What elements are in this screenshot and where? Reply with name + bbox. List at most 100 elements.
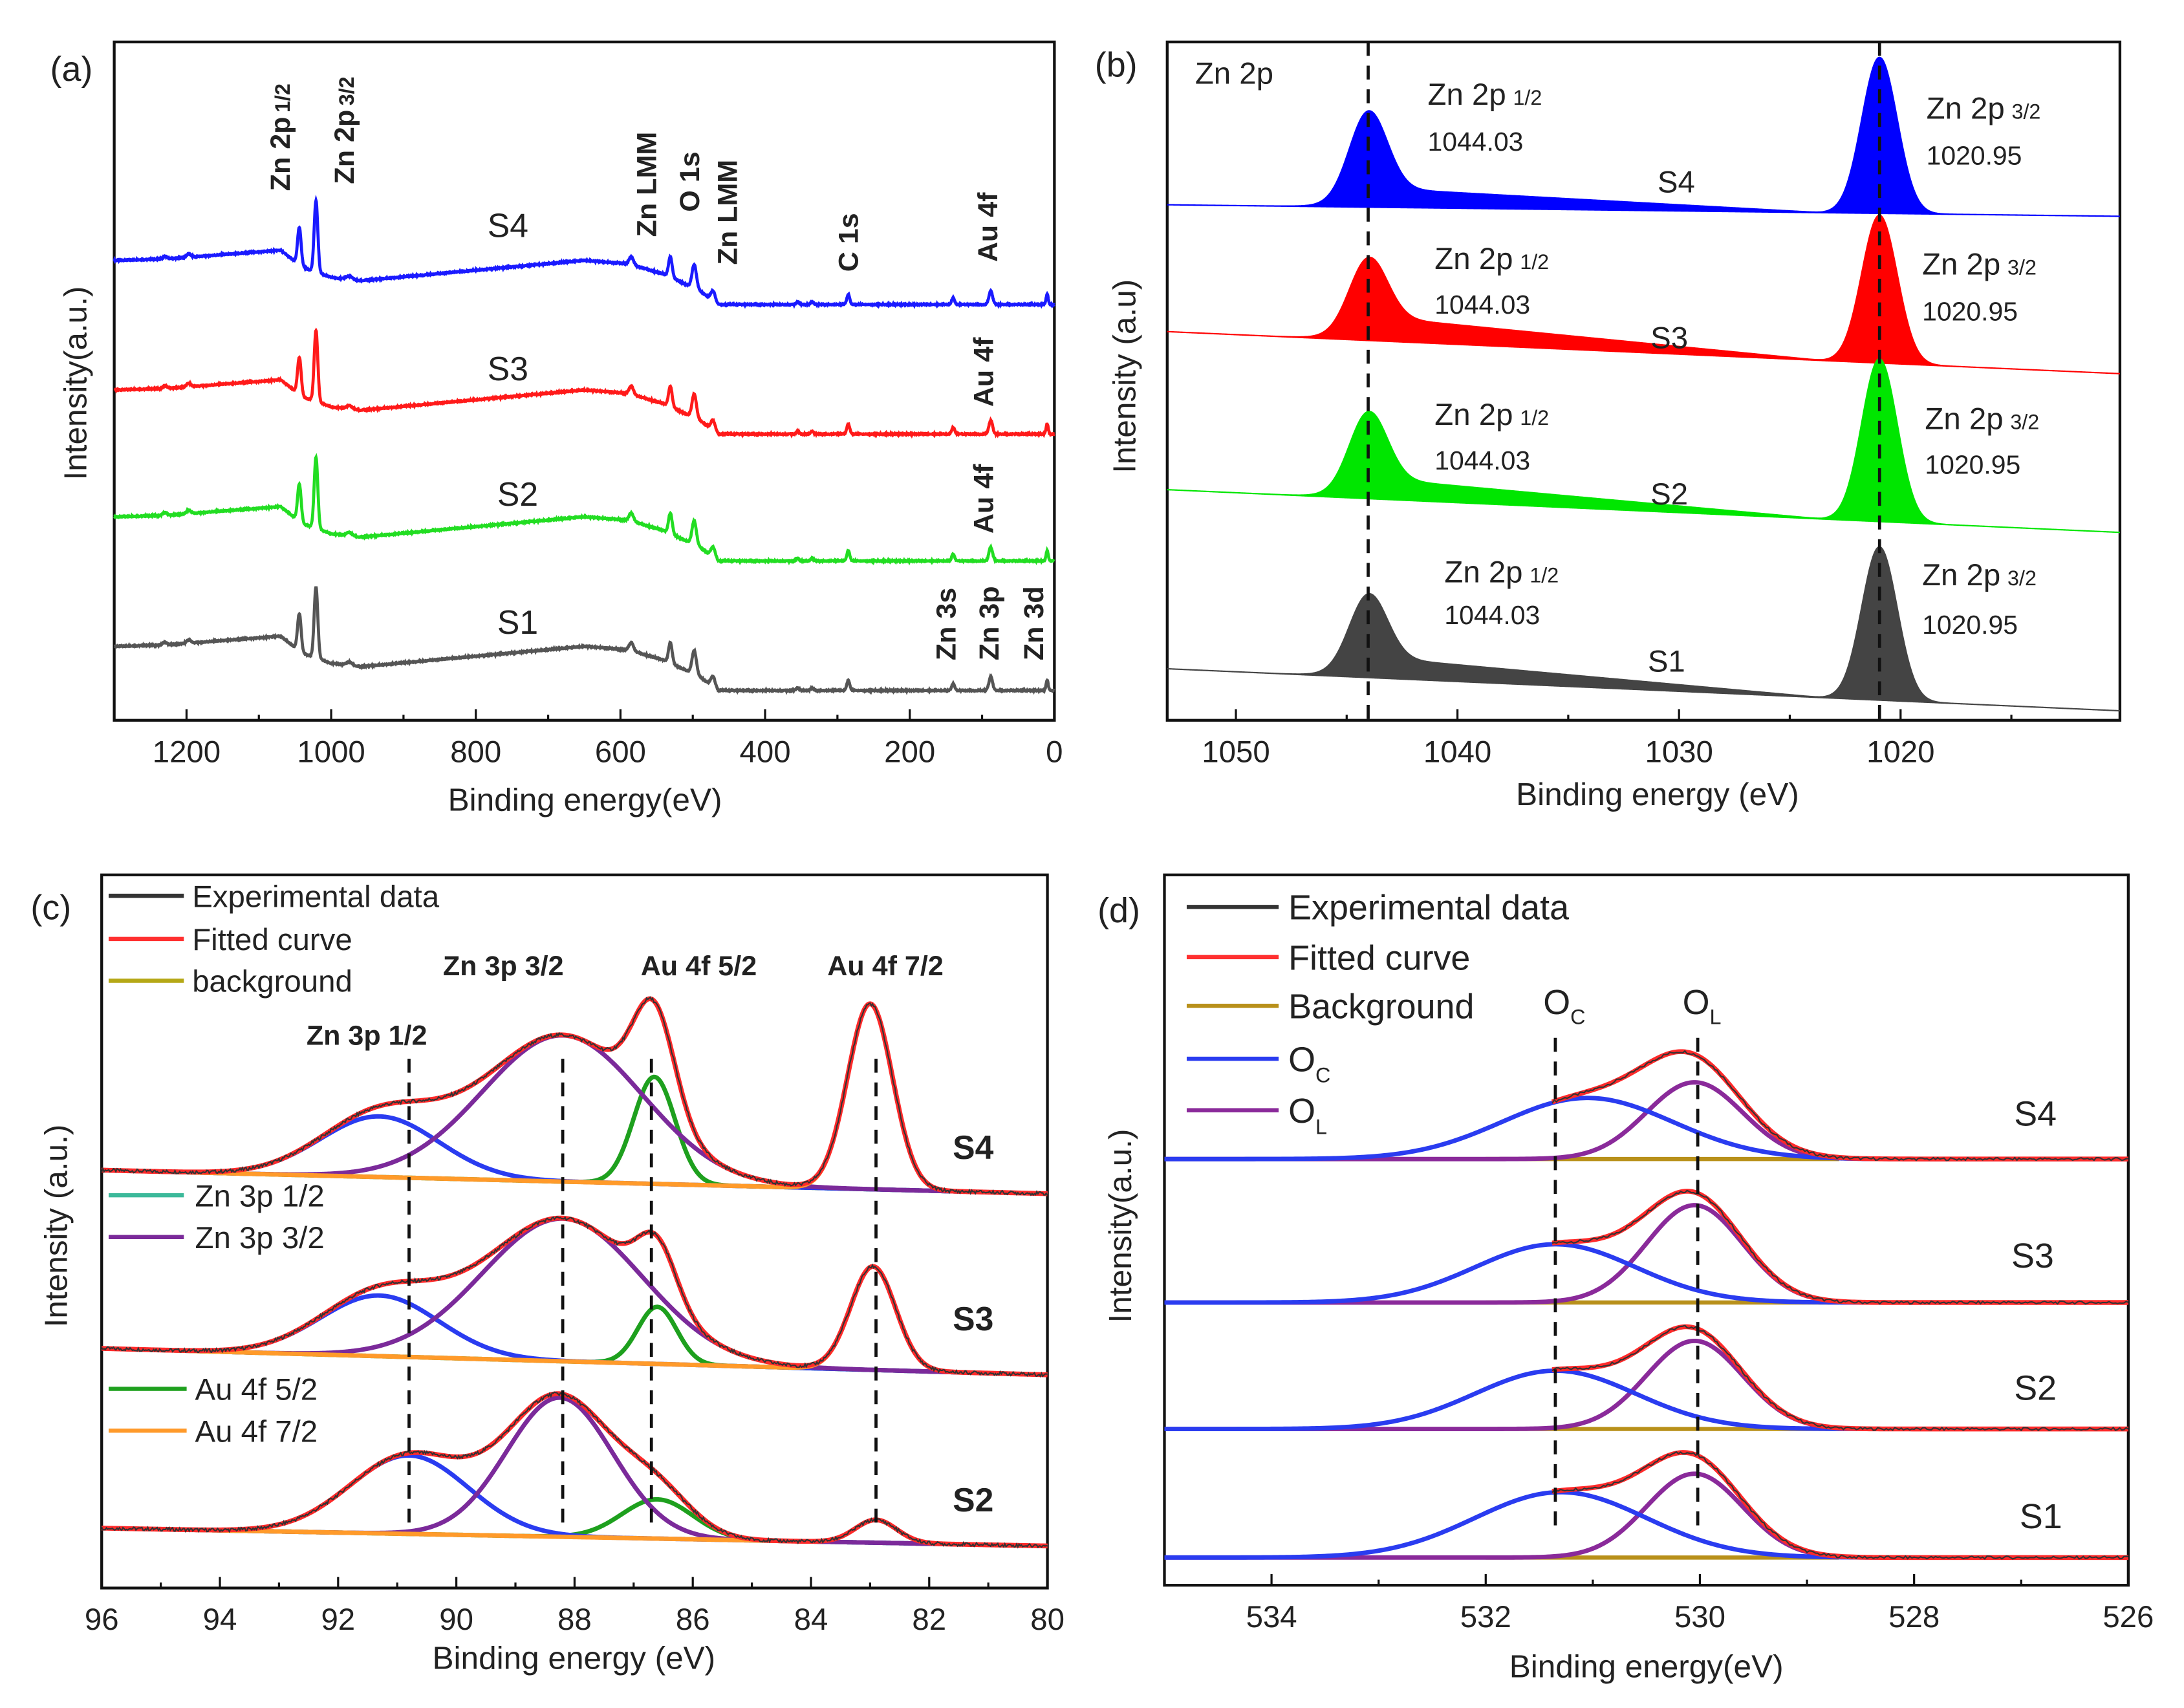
series-label-s4: S4 [1658, 165, 1695, 199]
x-tick-label: 90 [439, 1603, 473, 1637]
panel-b: (b) 1050 1040 1030 1020 Zn 2p Binding energ… [1095, 40, 2122, 812]
legend-label: Fitted curve [1288, 938, 1470, 977]
x-tick-label: 526 [2103, 1600, 2154, 1634]
x-tick-label: 94 [203, 1603, 237, 1637]
annotation-zn3d: Zn 3d [1019, 586, 1050, 660]
peak-label-zn2p12-s4: Zn 2p 1/2 [1428, 78, 1542, 112]
x-tick-label: 0 [1046, 735, 1063, 769]
x-tick-label: 1030 [1645, 735, 1713, 769]
legend-item-au4f72: Au 4f 7/2 [108, 1414, 318, 1449]
x-tick-label: 80 [1030, 1603, 1065, 1637]
peak-value-zn2p12-s4: 1044.03 [1428, 127, 1524, 157]
legend-label: OC [1288, 1040, 1330, 1086]
plot-frame [1165, 40, 2122, 722]
annotation-o1s: O 1s [675, 151, 706, 211]
annotation-zn2p32: Zn 2p3/2 [329, 76, 360, 184]
legend-item-background: background [108, 965, 352, 999]
x-tick-label: 84 [794, 1603, 828, 1637]
peak-label-au4f52: Au 4f 5/2 [641, 951, 757, 982]
series-label-s1: S1 [2020, 1497, 2062, 1536]
component-oc-s1 [1164, 1489, 2128, 1560]
panel-c-xlabel: Binding energy (eV) [433, 1640, 716, 1676]
legend-item-zn3p12: Zn 3p 1/2 [108, 1179, 325, 1213]
legend-label: Background [1288, 988, 1474, 1026]
series-label-s4: S4 [488, 206, 528, 244]
legend-label: Fitted curve [192, 923, 352, 957]
experimental-data-s3 [1552, 1189, 2129, 1305]
x-tick-label: 800 [450, 735, 501, 769]
panel-b-label: (b) [1095, 46, 1138, 85]
peak-value-zn2p12-s2: 1044.03 [1434, 446, 1530, 475]
legend-c-top: Experimental data Fitted curve backgroun… [108, 880, 440, 999]
peak-value-zn2p12-s1: 1044.03 [1444, 600, 1540, 630]
peak-label-zn2p12-s3: Zn 2p 1/2 [1434, 242, 1549, 276]
legend-c-middle: Zn 3p 1/2 Zn 3p 3/2 [108, 1179, 325, 1255]
spectrum-area-s2 [1167, 358, 2120, 534]
legend-item-experimental: Experimental data [1186, 889, 1569, 927]
x-tick-label: 86 [676, 1603, 710, 1637]
series-label-s3: S3 [953, 1300, 993, 1337]
spectrum-area-s1 [1167, 546, 2120, 712]
x-tick-label: 82 [912, 1603, 946, 1637]
x-tick-label: 400 [740, 735, 791, 769]
panel-c: (c) 96 94 92 90 88 86 84 82 80 Binding energy (e… [30, 873, 1065, 1676]
component-au4f72-s3 [102, 1264, 1048, 1378]
panel-c-label: (c) [30, 889, 71, 927]
component-oc-s3 [1164, 1242, 2128, 1305]
x-tick-label: 92 [321, 1603, 355, 1637]
legend-label: OL [1288, 1092, 1327, 1138]
plot-frame [1163, 873, 2130, 1587]
legend-d: Experimental data Fitted curve Backgroun… [1186, 889, 1569, 1138]
series-label-s4: S4 [2014, 1094, 2057, 1133]
x-tick-label: 532 [1460, 1600, 1511, 1634]
x-tick-label: 1020 [1866, 735, 1934, 769]
annotation-au4f-s4: Au 4f [973, 192, 1004, 262]
series-label-s2: S2 [497, 475, 538, 513]
legend-label: Zn 3p 3/2 [195, 1221, 325, 1255]
legend-item-fitted: Fitted curve [1186, 938, 1470, 977]
peak-value-zn2p12-s3: 1044.03 [1434, 290, 1530, 319]
spectrum-area-s4 [1167, 56, 2120, 217]
peak-label-au4f72: Au 4f 7/2 [827, 951, 943, 982]
peak-value-zn2p32-s3: 1020.95 [1922, 297, 2018, 327]
series-label-s3: S3 [1650, 321, 1688, 356]
component-au4f52-s3 [102, 1304, 1048, 1378]
legend-item-experimental: Experimental data [108, 880, 440, 914]
annotation-zn3p: Zn 3p [974, 586, 1005, 660]
panel-a-label: (a) [50, 50, 93, 89]
series-label-s1: S1 [497, 603, 538, 641]
legend-item-zn3p32: Zn 3p 3/2 [108, 1221, 325, 1255]
peak-label-zn3p32: Zn 3p 3/2 [443, 951, 564, 982]
panel-b-title: Zn 2p [1195, 57, 1273, 91]
legend-label: Experimental data [192, 880, 439, 914]
annotation-au4f-s3: Au 4f [969, 337, 1000, 407]
annotation-c1s: C 1s [834, 213, 865, 272]
x-tick-label: 88 [557, 1603, 592, 1637]
panel-d-label: (d) [1097, 891, 1140, 930]
legend-item-fitted: Fitted curve [108, 923, 352, 957]
spectrum-s1 [113, 586, 1055, 695]
series-label-s4: S4 [953, 1129, 993, 1166]
plot-frame [113, 40, 1056, 722]
legend-label: Au 4f 7/2 [195, 1414, 318, 1449]
x-tick-label: 96 [85, 1603, 119, 1637]
panel-a: (a) 1200 1000 800 600 400 200 0 Binding energy… [50, 40, 1063, 818]
peak-label-zn2p32-s1: Zn 2p 3/2 [1922, 558, 2037, 592]
panel-d: (d) 534 532 530 528 526 Binding energy(eV) I… [1097, 873, 2154, 1684]
peak-value-zn2p32-s4: 1020.95 [1927, 140, 2022, 170]
fitted-curve-s4 [102, 996, 1048, 1196]
peak-label-zn2p32-s3: Zn 2p 3/2 [1922, 248, 2037, 282]
legend-item-oc: OC [1186, 1040, 1330, 1087]
peak-value-zn2p32-s2: 1020.95 [1925, 450, 2020, 480]
legend-label: Au 4f 5/2 [195, 1373, 318, 1407]
series-label-s2: S2 [953, 1481, 993, 1519]
legend-item-background: Background [1186, 988, 1474, 1026]
peak-value-zn2p32-s1: 1020.95 [1922, 610, 2018, 640]
component-au4f72-s4 [102, 1001, 1048, 1196]
panel-b-plot: 1050 1040 1030 1020 [1165, 40, 2122, 769]
panel-c-ylabel: Intensity (a.u.) [38, 1125, 74, 1328]
spectrum-s4 [113, 194, 1055, 309]
series-label-s3: S3 [2011, 1237, 2054, 1275]
experimental-data-s2 [101, 1391, 1048, 1549]
